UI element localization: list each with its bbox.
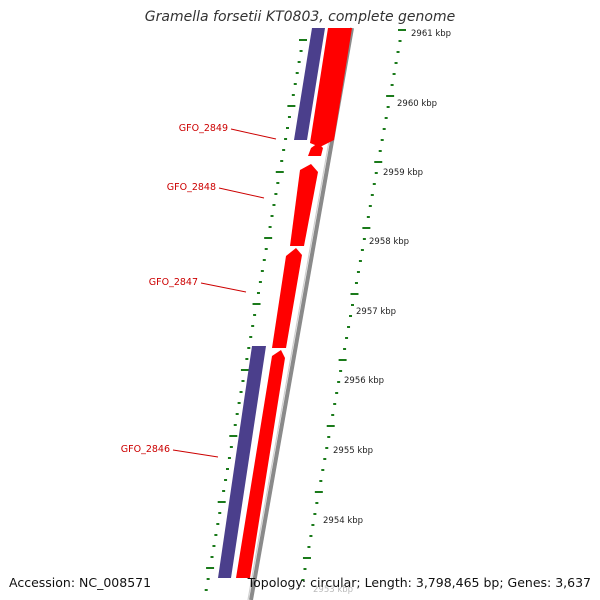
- reverse-gene-block-bottom[interactable]: [218, 346, 266, 578]
- gene-arrow-GFO_2847[interactable]: [272, 248, 302, 348]
- inner-tick-track: [204, 39, 307, 591]
- gene-leader-line: [218, 187, 265, 199]
- gene-arrow-GFO_2848[interactable]: [290, 164, 318, 246]
- gene-label[interactable]: GFO_2849: [179, 123, 228, 134]
- gene-arrow-GFO_2846[interactable]: [236, 350, 285, 578]
- gene-arrow-GFO_2849[interactable]: [308, 143, 323, 156]
- outer-tick-track: [301, 29, 406, 581]
- gene-leader-line: [230, 128, 277, 140]
- topology-label: Topology: circular; Length: 3,798,465 bp…: [247, 575, 591, 590]
- gene-leader-line: [200, 282, 247, 293]
- map-title: Gramella forsetii KT0803, complete genom…: [144, 9, 456, 25]
- gene-leader-line: [172, 449, 219, 458]
- reverse-gene-block-top[interactable]: [294, 28, 325, 140]
- scale-label: 2953 kbp: [313, 585, 353, 595]
- gene-label[interactable]: GFO_2848: [167, 182, 216, 193]
- scale-label: 2958 kbp: [369, 237, 409, 247]
- scale-label: 2961 kbp: [411, 29, 451, 39]
- scale-label: 2956 kbp: [344, 376, 384, 386]
- scale-label: 2955 kbp: [333, 446, 373, 456]
- scale-label: 2960 kbp: [397, 99, 437, 109]
- scale-label: 2954 kbp: [323, 516, 363, 526]
- scale-label: 2957 kbp: [356, 307, 396, 317]
- scale-label: 2959 kbp: [383, 168, 423, 178]
- accession-label: Accession: NC_008571: [9, 575, 152, 590]
- gene-label[interactable]: GFO_2846: [121, 444, 170, 455]
- forward-gene-block-top[interactable]: [310, 28, 352, 147]
- gene-label[interactable]: GFO_2847: [149, 277, 198, 288]
